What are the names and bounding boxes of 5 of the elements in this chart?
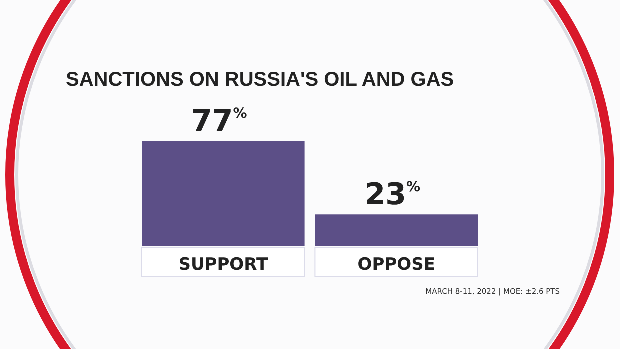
x-tick-label: SUPPORT: [178, 255, 268, 275]
chart-title: SANCTIONS ON RUSSIA'S OIL AND GAS: [66, 69, 454, 91]
data-label: 23$^{%}$: [364, 178, 420, 213]
x-tick-label: OPPOSE: [358, 255, 436, 275]
data-label: 77$^{%}$: [192, 104, 248, 139]
